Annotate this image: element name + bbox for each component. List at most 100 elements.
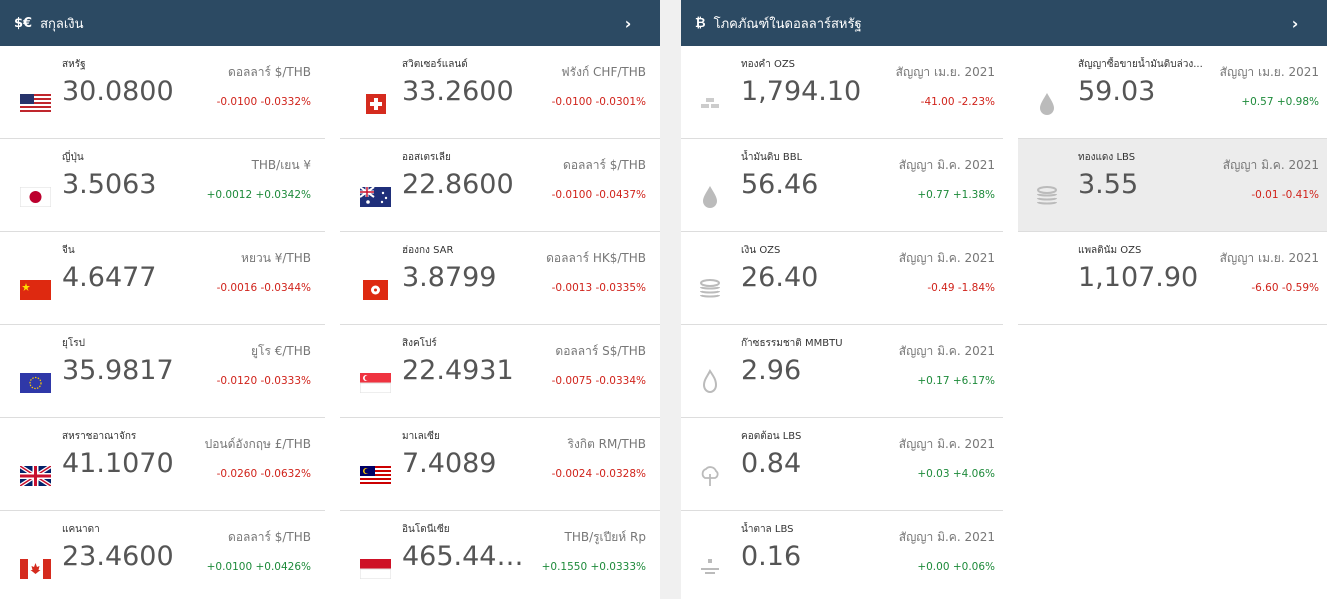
currency-item[interactable]: มาเลเซีย 7.4089 ริงกิต RM/THB -0.0024 -0.03… — [340, 418, 660, 511]
currency-unit: ฟรังก์ CHF/THB — [561, 65, 646, 79]
sg-flag — [359, 373, 392, 394]
currency-item[interactable]: ยุโรป 35.9817 ยูโร €/THB -0.0120 -0.0333% — [0, 325, 325, 418]
commodity-symbol-icon: ₿ — [695, 16, 706, 31]
currency-item[interactable]: อินโดนีเซีย 465.44… THB/รูเปียห์ Rp +0.1550… — [340, 511, 660, 599]
commodity-contract: สัญญา มิ.ค. 2021 — [898, 158, 995, 172]
currency-name: สหราชอาณาจักร — [62, 431, 137, 442]
commodity-price: 59.03 — [1078, 76, 1156, 107]
currency-symbol-icon: $€ — [14, 15, 33, 31]
currency-item[interactable]: ญี่ปุ่น 3.5063 THB/เยน ¥ +0.0012 +0.0342% — [0, 139, 325, 232]
my-flag — [360, 466, 391, 486]
commodity-price: 0.84 — [741, 448, 802, 479]
commodity-name: ทองคำ OZS — [741, 59, 796, 70]
currency-item[interactable]: จีน 4.6477 หยวน ¥/THB -0.0016 -0.0344% — [0, 232, 325, 325]
currency-change: -0.0024 -0.0328% — [551, 468, 646, 480]
currency-rate: 22.8600 — [402, 169, 514, 200]
commodity-item[interactable]: ก๊าซธรรมชาติ MMBTU 2.96 สัญญา มิ.ค. 2021 +0… — [681, 325, 1003, 418]
currency-rate: 41.1070 — [62, 448, 174, 479]
currency-item[interactable]: สวิตเซอร์แลนด์ 33.2600 ฟรังก์ CHF/THB -0.01… — [340, 46, 660, 139]
currency-item[interactable]: ฮ่องกง SAR 3.8799 ดอลลาร์ HK$/THB -0.0013 -… — [340, 232, 660, 325]
commodity-change: +0.77 +1.38% — [917, 189, 995, 201]
commodity-price: 1,794.10 — [741, 76, 862, 107]
commodity-price: 3.55 — [1078, 169, 1139, 200]
jp-flag — [19, 186, 52, 208]
currency-name: แคนาดา — [62, 524, 100, 535]
currency-change: +0.0012 +0.0342% — [206, 189, 311, 201]
chevron-right-icon[interactable]: › — [624, 13, 632, 33]
currency-unit: หยวน ¥/THB — [241, 251, 311, 265]
currency-unit: ดอลลาร์ $/THB — [228, 65, 311, 79]
commodity-name: น้ำมันดิบ BBL — [741, 152, 803, 163]
commodity-price: 26.40 — [741, 262, 819, 293]
commodity-price: 0.16 — [741, 541, 802, 572]
commodity-change: +0.57 +0.98% — [1241, 96, 1319, 108]
currency-name: จีน — [62, 245, 75, 256]
id-flag — [359, 559, 392, 580]
gold-bars-icon — [697, 88, 723, 118]
currency-name: ญี่ปุ่น — [62, 152, 84, 163]
currency-panel-title: สกุลเงิน — [40, 16, 84, 32]
commodity-item[interactable]: ทองแดง LBS 3.55 สัญญา มิ.ค. 2021 -0.01 -0.4… — [1018, 139, 1327, 232]
currency-item[interactable]: สหราชอาณาจักร 41.1070 ปอนด์อังกฤษ £/THB -0.… — [0, 418, 325, 511]
currency-item[interactable]: แคนาดา 23.4600 ดอลลาร์ $/THB +0.0100 +0.042… — [0, 511, 325, 599]
flame-icon — [697, 367, 723, 397]
currency-change: -0.0100 -0.0301% — [551, 96, 646, 108]
currency-rate: 35.9817 — [62, 355, 174, 386]
commodity-item[interactable]: สัญญาซื้อขายน้ำมันดิบล่วง... 59.03 สัญญา เ… — [1018, 46, 1327, 139]
coin-stack-icon — [1034, 181, 1060, 211]
commodity-item[interactable]: แพลตินัม OZS 1,107.90 สัญญา เม.ย. 2021 -6.6… — [1018, 232, 1327, 325]
commodity-panel-header[interactable]: ₿ โภคภัณฑ์ในดอลลาร์สหรัฐ › — [681, 0, 1327, 46]
commodity-contract: สัญญา มิ.ค. 2021 — [898, 251, 995, 265]
currency-name: ออสเตรเลีย — [402, 152, 451, 163]
currency-change: +0.0100 +0.0426% — [206, 561, 311, 573]
currency-change: +0.1550 +0.0333% — [541, 561, 646, 573]
commodity-name: เงิน OZS — [741, 245, 781, 256]
currency-rate: 33.2600 — [402, 76, 514, 107]
commodity-change: -41.00 -2.23% — [920, 96, 995, 108]
currency-change: -0.0260 -0.0632% — [216, 468, 311, 480]
commodity-contract: สัญญา เม.ย. 2021 — [895, 65, 995, 79]
commodity-contract: สัญญา มิ.ค. 2021 — [1222, 158, 1319, 172]
commodity-item[interactable]: ทองคำ OZS 1,794.10 สัญญา เม.ย. 2021 -41.00 … — [681, 46, 1003, 139]
commodity-contract: สัญญา มิ.ค. 2021 — [898, 344, 995, 358]
commodity-contract: สัญญา มิ.ค. 2021 — [898, 530, 995, 544]
chevron-right-icon[interactable]: › — [1291, 13, 1299, 33]
commodity-change: +0.00 +0.06% — [917, 561, 995, 573]
commodity-price: 56.46 — [741, 169, 819, 200]
commodity-item[interactable]: น้ำตาล LBS 0.16 สัญญา มิ.ค. 2021 +0.00 +0.0… — [681, 511, 1003, 599]
currency-change: -0.0075 -0.0334% — [551, 375, 646, 387]
currency-unit: ริงกิต RM/THB — [567, 437, 647, 451]
commodity-item[interactable]: น้ำมันดิบ BBL 56.46 สัญญา มิ.ค. 2021 +0.77 … — [681, 139, 1003, 232]
currency-rate: 22.4931 — [402, 355, 514, 386]
commodity-item[interactable]: เงิน OZS 26.40 สัญญา มิ.ค. 2021 -0.49 -1.84… — [681, 232, 1003, 325]
sugar-icon — [697, 553, 723, 583]
commodity-panel-title: โภคภัณฑ์ในดอลลาร์สหรัฐ — [713, 16, 862, 32]
cotton-icon — [697, 460, 723, 490]
currency-unit: ดอลลาร์ $/THB — [228, 530, 311, 544]
commodity-name: สัญญาซื้อขายน้ำมันดิบล่วง... — [1078, 59, 1203, 70]
au-flag — [359, 186, 391, 207]
currency-panel-header[interactable]: $€ สกุลเงิน › — [0, 0, 660, 46]
commodity-change: -6.60 -0.59% — [1251, 282, 1319, 294]
currency-rate: 3.8799 — [402, 262, 497, 293]
currency-item[interactable]: ออสเตรเลีย 22.8600 ดอลลาร์ $/THB -0.0100 -0… — [340, 139, 660, 232]
currency-name: สหรัฐ — [62, 59, 86, 70]
currency-item[interactable]: สิงคโปร์ 22.4931 ดอลลาร์ S$/THB -0.0075 -0.… — [340, 325, 660, 418]
commodity-panel: ₿ โภคภัณฑ์ในดอลลาร์สหรัฐ › ทองคำ OZS 1,79… — [681, 0, 1327, 599]
currency-rate: 23.4600 — [62, 541, 174, 572]
currency-rate: 30.0800 — [62, 76, 174, 107]
commodity-item[interactable]: คอตต้อน LBS 0.84 สัญญา มิ.ค. 2021 +0.03 +4.… — [681, 418, 1003, 511]
currency-change: -0.0100 -0.0332% — [216, 96, 311, 108]
commodity-name: ก๊าซธรรมชาติ MMBTU — [741, 338, 843, 349]
commodity-change: -0.49 -1.84% — [927, 282, 995, 294]
commodity-contract: สัญญา มิ.ค. 2021 — [898, 437, 995, 451]
currency-item[interactable]: สหรัฐ 30.0800 ดอลลาร์ $/THB -0.0100 -0.0332… — [0, 46, 325, 139]
currency-change: -0.0016 -0.0344% — [216, 282, 311, 294]
commodity-change: -0.01 -0.41% — [1251, 189, 1319, 201]
commodity-contract: สัญญา เม.ย. 2021 — [1219, 65, 1319, 79]
commodity-name: ทองแดง LBS — [1078, 152, 1136, 163]
cn-flag — [20, 280, 51, 300]
commodity-contract: สัญญา เม.ย. 2021 — [1219, 251, 1319, 265]
currency-rate: 3.5063 — [62, 169, 157, 200]
currency-panel: $€ สกุลเงิน › สหรัฐ 30.0800 ดอลลาร์ $/THB -… — [0, 0, 660, 599]
